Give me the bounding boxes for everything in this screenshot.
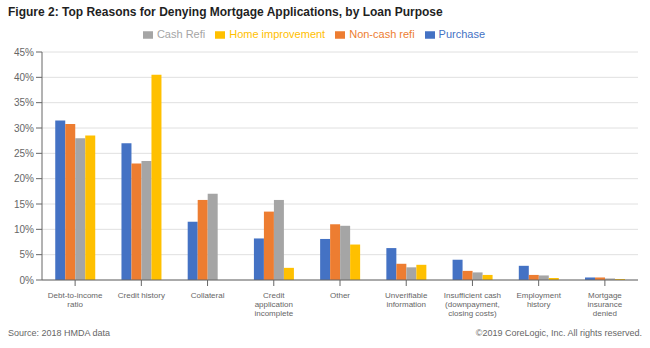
html-text:Home improvement: Home improvement <box>229 28 326 40</box>
svg-text:10%: 10% <box>14 224 34 235</box>
html-text:Non-cash refi: Non-cash refi <box>349 28 415 40</box>
svg-text:Unverifiableinformation: Unverifiableinformation <box>385 291 428 309</box>
svg-text:Debt-to-incomeratio: Debt-to-incomeratio <box>48 291 103 309</box>
svg-text:15%: 15% <box>14 199 34 210</box>
svg-text:0%: 0% <box>20 275 35 286</box>
svg-text:Other: Other <box>330 291 350 300</box>
svg-text:45%: 45% <box>14 47 34 58</box>
svg-text:Credit history: Credit history <box>118 291 165 300</box>
html-text:Purchase: Purchase <box>438 28 486 40</box>
html-text:Figure 2: Top Reasons for Deny: Figure 2: Top Reasons for Denying Mortga… <box>8 5 443 19</box>
svg-text:20%: 20% <box>14 173 34 184</box>
svg-text:Employmenthistory: Employmenthistory <box>516 291 561 309</box>
svg-text:30%: 30% <box>14 123 34 134</box>
svg-text:40%: 40% <box>14 72 34 83</box>
svg-text:5%: 5% <box>20 249 35 260</box>
svg-text:Mortgageinsurancedenied: Mortgageinsurancedenied <box>588 291 623 318</box>
html-text:Source: 2018 HMDA data: Source: 2018 HMDA data <box>8 328 111 338</box>
html-text:©2019 CoreLogic, Inc. All righ: ©2019 CoreLogic, Inc. All rights reserve… <box>475 328 642 338</box>
svg-text:Creditapplicationincomplete: Creditapplicationincomplete <box>254 291 293 318</box>
svg-text:35%: 35% <box>14 97 34 108</box>
svg-text:Collateral: Collateral <box>191 291 225 300</box>
svg-text:25%: 25% <box>14 148 34 159</box>
html-text:Cash Refi: Cash Refi <box>156 28 206 40</box>
svg-text:Insufficient cash(downpayment,: Insufficient cash(downpayment,closing co… <box>444 291 501 318</box>
